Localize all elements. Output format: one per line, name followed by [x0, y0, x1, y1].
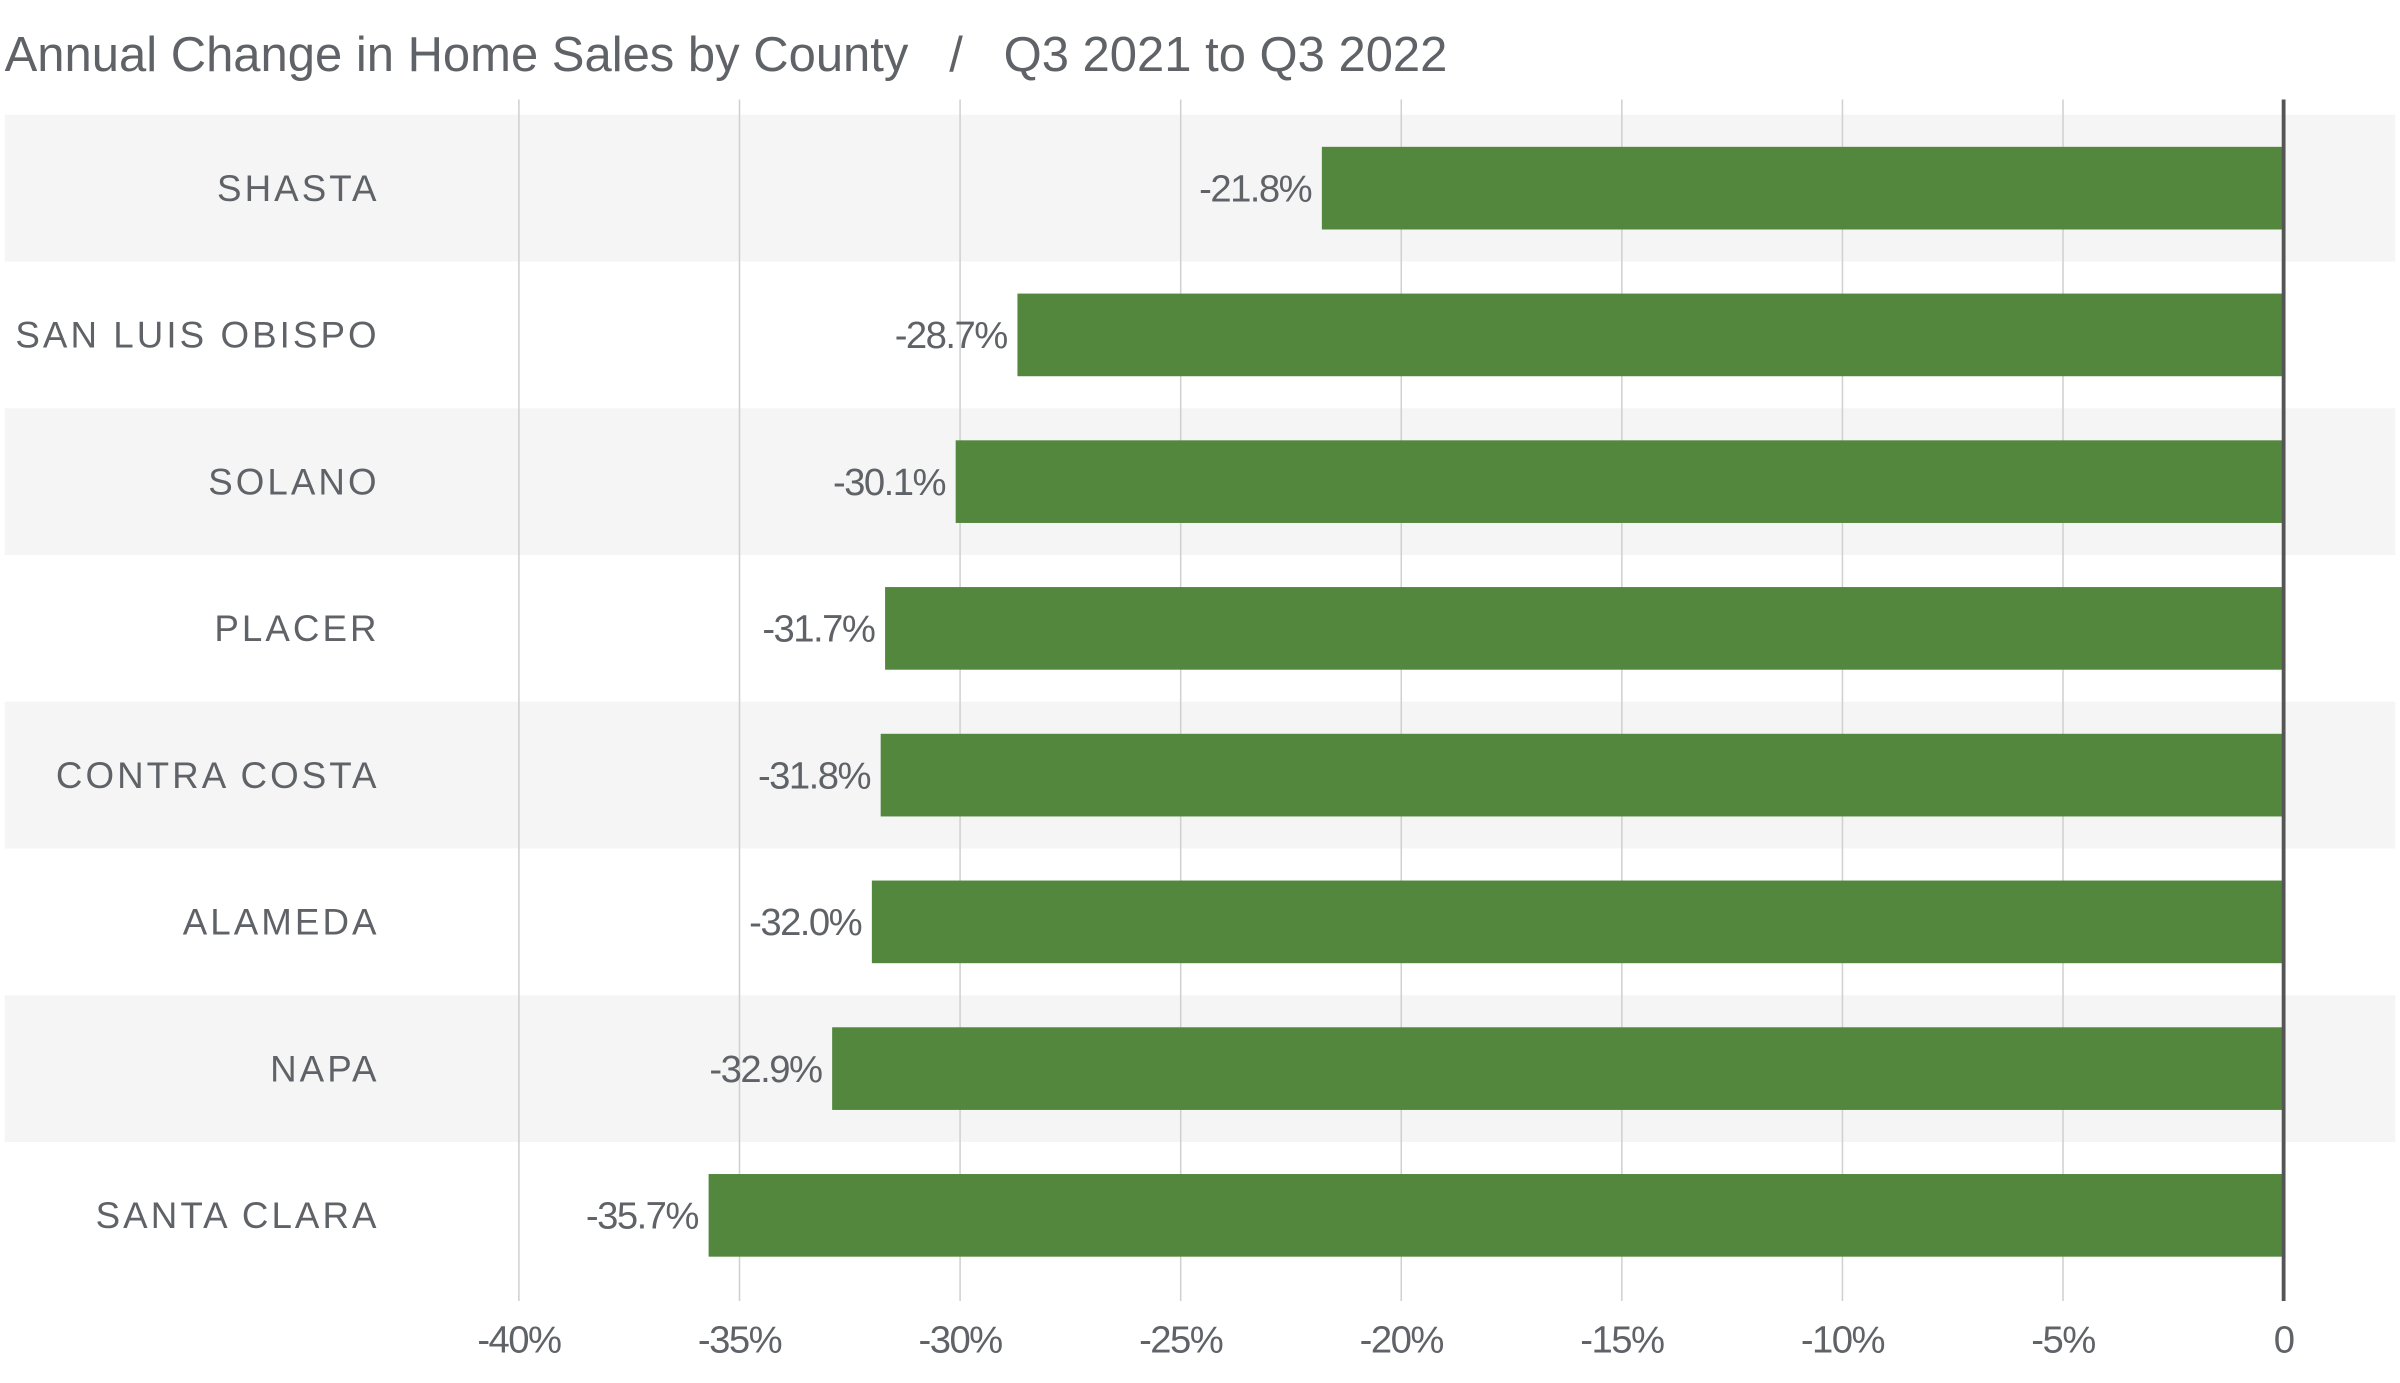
x-tick-label: 0: [2274, 1318, 2294, 1361]
chart-title: Annual Change in Home Sales by County / …: [5, 28, 1448, 82]
category-label: ALAMEDA: [183, 902, 380, 943]
category-label: CONTRA COSTA: [56, 755, 380, 796]
bar: [708, 1174, 2284, 1257]
bar: [955, 440, 2284, 523]
category-label: NAPA: [270, 1048, 380, 1089]
value-label: -31.8%: [758, 754, 871, 797]
category-label: SANTA CLARA: [96, 1195, 380, 1236]
value-label: -32.0%: [749, 901, 862, 944]
value-label: -32.9%: [709, 1048, 822, 1091]
bars: [708, 146, 2284, 1257]
x-tick-label: -20%: [1360, 1318, 1444, 1361]
bar: [880, 733, 2284, 817]
category-label: PLACER: [214, 608, 379, 649]
value-label: -30.1%: [833, 461, 946, 504]
x-tick-label: -5%: [2031, 1318, 2095, 1361]
value-label: -31.7%: [762, 608, 875, 651]
category-label: SHASTA: [217, 168, 380, 209]
bar: [871, 880, 2284, 964]
x-tick-label: -10%: [1801, 1318, 1885, 1361]
bar: [885, 587, 2284, 670]
category-label: SOLANO: [208, 461, 379, 502]
category-label: SAN LUIS OBISPO: [15, 315, 379, 356]
bar: [832, 1027, 2284, 1110]
bar: [1321, 146, 2284, 230]
x-tick-label: -35%: [698, 1318, 782, 1361]
x-tick-label: -25%: [1139, 1318, 1223, 1361]
x-tick-label: -15%: [1580, 1318, 1664, 1361]
bar: [1017, 293, 2284, 377]
x-tick-label: -30%: [919, 1318, 1003, 1361]
x-tick-label: -40%: [477, 1318, 561, 1361]
value-label: -21.8%: [1199, 167, 1312, 210]
value-label: -35.7%: [586, 1195, 699, 1238]
value-label: -28.7%: [895, 314, 1008, 357]
